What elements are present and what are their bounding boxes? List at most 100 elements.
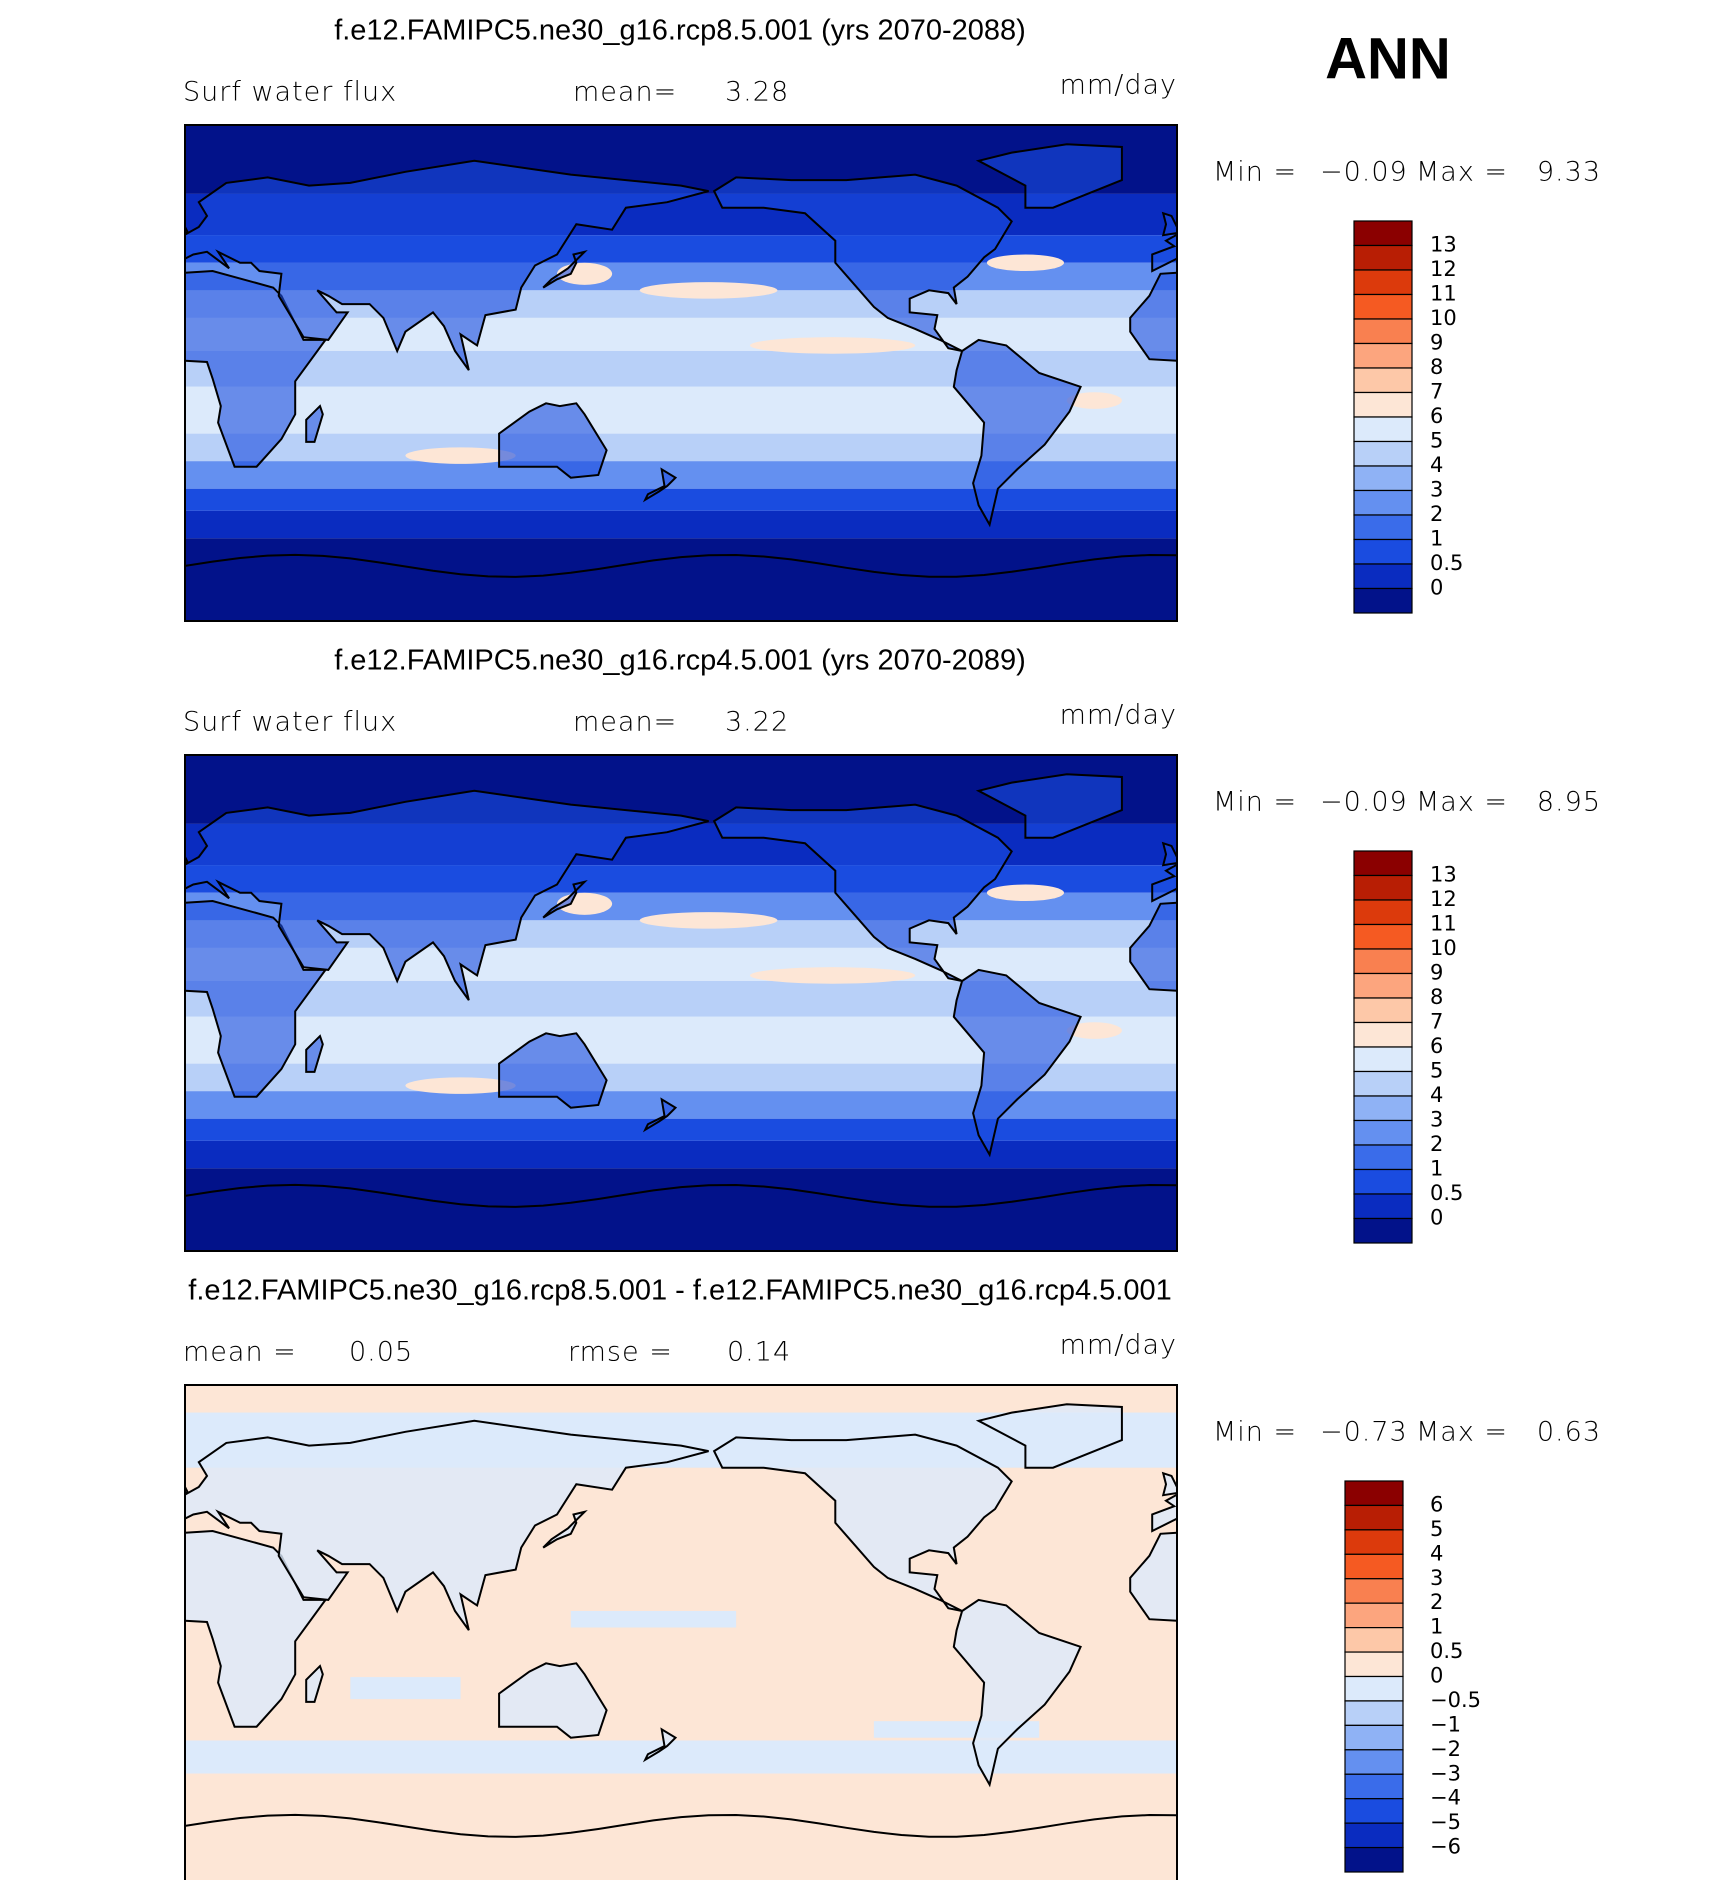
coastline xyxy=(1298,1666,1315,1702)
map-field xyxy=(185,1091,1177,1119)
map xyxy=(185,755,1315,1251)
coastline xyxy=(185,899,328,1098)
map-field xyxy=(1066,1022,1122,1039)
colorbar-box xyxy=(1353,220,1413,247)
colorbar-box xyxy=(1353,1070,1413,1097)
colorbar-label: 11 xyxy=(1430,282,1457,306)
coastline xyxy=(712,1433,1013,1612)
colorbar-box xyxy=(1344,1651,1404,1678)
colorbar-box xyxy=(1353,948,1413,975)
coastline xyxy=(185,553,1177,578)
coastline xyxy=(185,1419,709,1631)
colorbar-label: 10 xyxy=(1430,306,1457,330)
map-field xyxy=(185,947,1177,981)
colorbar-box xyxy=(1344,1773,1404,1800)
coastline xyxy=(305,1664,324,1703)
colorbar-label: −4 xyxy=(1430,1786,1461,1810)
map-field xyxy=(639,912,778,929)
coastline xyxy=(1298,1036,1315,1072)
coastline xyxy=(498,1662,608,1739)
colorbar-box xyxy=(1344,1627,1404,1653)
min-value: −0.09 xyxy=(1320,157,1408,188)
colorbar-label: 10 xyxy=(1430,936,1457,960)
coastline xyxy=(542,249,588,289)
colorbar-box xyxy=(1344,1798,1404,1824)
map-field xyxy=(405,447,516,464)
coastline xyxy=(185,269,328,468)
colorbar-box xyxy=(1353,342,1413,369)
coastline xyxy=(305,404,324,443)
map-field xyxy=(185,1118,1177,1141)
colorbar-label: 8 xyxy=(1430,355,1443,379)
max-value: 0.63 xyxy=(1537,1417,1601,1448)
colorbar-label: 13 xyxy=(1430,863,1457,887)
colorbar-box xyxy=(1353,1021,1413,1048)
colorbar-box xyxy=(1344,1724,1404,1751)
coastline xyxy=(1151,1493,1177,1533)
map-frame xyxy=(184,754,1178,1252)
colorbar-box xyxy=(1353,1193,1413,1220)
map-field xyxy=(570,1610,737,1628)
colorbar-box xyxy=(1344,1529,1404,1555)
colorbar-box xyxy=(1353,1095,1413,1122)
map-frame xyxy=(184,124,1178,622)
map-field xyxy=(185,1740,1177,1774)
colorbar-box xyxy=(1353,874,1413,901)
header-text: mean= xyxy=(573,77,677,108)
colorbar-label: 11 xyxy=(1430,912,1457,936)
coastline xyxy=(0,144,130,207)
colorbar-label: −5 xyxy=(1430,1810,1461,1834)
panel-title: f.e12.FAMIPC5.ne30_g16.rcp8.5.001 - f.e1… xyxy=(188,1275,1171,1307)
colorbar-box xyxy=(1353,1046,1413,1073)
colorbar-box xyxy=(1353,269,1413,296)
colorbar-label: 6 xyxy=(1430,1492,1443,1516)
header-text: rmse = xyxy=(568,1337,673,1368)
colorbar-box xyxy=(1344,1553,1404,1580)
colorbar-label: 5 xyxy=(1430,1059,1443,1083)
coastline xyxy=(1298,406,1315,442)
colorbar-box xyxy=(1344,1749,1404,1775)
panel: f.e12.FAMIPC5.ne30_g16.rcp8.5.001 - f.e1… xyxy=(183,1275,1601,1882)
map-field xyxy=(986,254,1065,272)
coastline xyxy=(642,1097,678,1133)
colorbar-label: −6 xyxy=(1430,1835,1461,1859)
coastline xyxy=(1151,863,1177,903)
colorbar-box xyxy=(1353,923,1413,950)
colorbar-label: 3 xyxy=(1430,478,1443,502)
header-text: 0.05 xyxy=(349,1337,413,1368)
units: mm/day xyxy=(1060,1330,1177,1361)
colorbar-box xyxy=(1353,850,1413,877)
map-field xyxy=(185,538,1177,621)
colorbar-box xyxy=(1353,1144,1413,1171)
coastline xyxy=(1129,901,1177,992)
colorbar-label: 12 xyxy=(1430,257,1457,281)
colorbar-box xyxy=(1353,440,1413,467)
colorbar-box xyxy=(1344,1675,1404,1702)
colorbar-box xyxy=(1353,997,1413,1024)
colorbar-box xyxy=(1344,1822,1404,1849)
map-field xyxy=(185,317,1177,351)
colorbar-box xyxy=(1353,318,1413,345)
colorbar-label: 7 xyxy=(1430,380,1443,404)
panel-title: f.e12.FAMIPC5.ne30_g16.rcp4.5.001 (yrs 2… xyxy=(334,645,1026,677)
colorbar-label: 4 xyxy=(1430,453,1443,477)
header-text: Surf water flux xyxy=(183,77,397,108)
map-field xyxy=(185,1140,1177,1169)
map-field xyxy=(986,884,1065,902)
colorbar-box xyxy=(1353,1119,1413,1146)
coastline xyxy=(185,1529,328,1728)
coastline xyxy=(975,143,1123,209)
colorbar-box xyxy=(1344,1846,1404,1873)
colorbar-label: 0 xyxy=(1430,1664,1443,1688)
colorbar-box xyxy=(1353,972,1413,999)
map xyxy=(185,1385,1315,1881)
colorbar-label: −0.5 xyxy=(1430,1688,1481,1712)
coastline xyxy=(952,1598,1082,1788)
min-value: −0.73 xyxy=(1320,1417,1408,1448)
coastline xyxy=(0,340,89,525)
coastline xyxy=(0,175,20,351)
colorbar-box xyxy=(1353,514,1413,541)
colorbar-label: 2 xyxy=(1430,1590,1443,1614)
coastline xyxy=(1129,1531,1177,1622)
header-text: 3.22 xyxy=(725,707,789,738)
